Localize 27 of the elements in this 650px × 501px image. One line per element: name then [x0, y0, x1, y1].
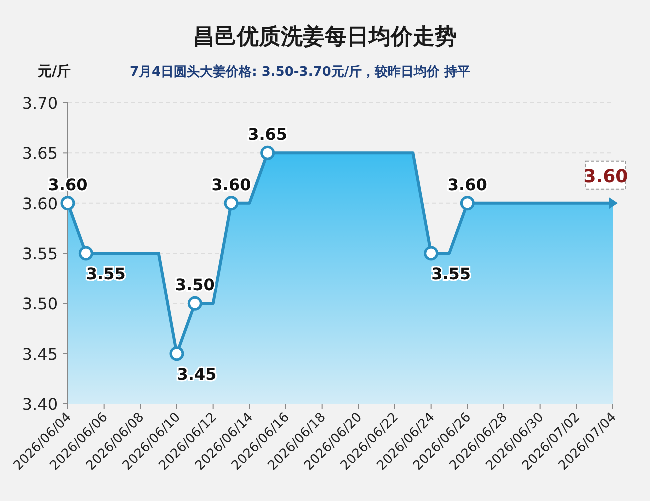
y-tick-label: 3.60	[22, 194, 58, 214]
y-tick-label: 3.45	[22, 344, 58, 364]
point	[260, 146, 276, 160]
chart-subtitle: 7月4日圆头大姜价格: 3.50-3.70元/斤，较昨日均价 持平	[130, 64, 471, 80]
point	[78, 246, 94, 261]
data-label: 3.50	[175, 276, 215, 295]
y-tick-label: 3.65	[22, 144, 58, 164]
data-label: 3.60	[48, 175, 88, 194]
data-label: 3.60	[584, 166, 628, 188]
data-label: 3.65	[248, 125, 288, 144]
data-label: 3.55	[432, 264, 472, 284]
y-axis-title: 元/斤	[37, 63, 72, 80]
y-tick-label: 3.55	[22, 244, 58, 264]
y-tick-label: 3.40	[22, 395, 58, 414]
data-label: 3.60	[212, 175, 252, 194]
point	[60, 196, 76, 211]
point	[460, 196, 475, 211]
point	[188, 296, 202, 311]
point	[170, 346, 184, 362]
y-tick-label: 3.70	[22, 94, 58, 113]
point	[224, 196, 239, 211]
chart-title: 昌邑优质洗姜每日均价走势	[193, 24, 457, 50]
y-tick-label: 3.50	[22, 294, 58, 314]
data-label: 3.55	[86, 264, 126, 284]
point	[424, 246, 439, 261]
data-label: 3.45	[177, 364, 217, 384]
data-label: 3.60	[448, 175, 488, 194]
